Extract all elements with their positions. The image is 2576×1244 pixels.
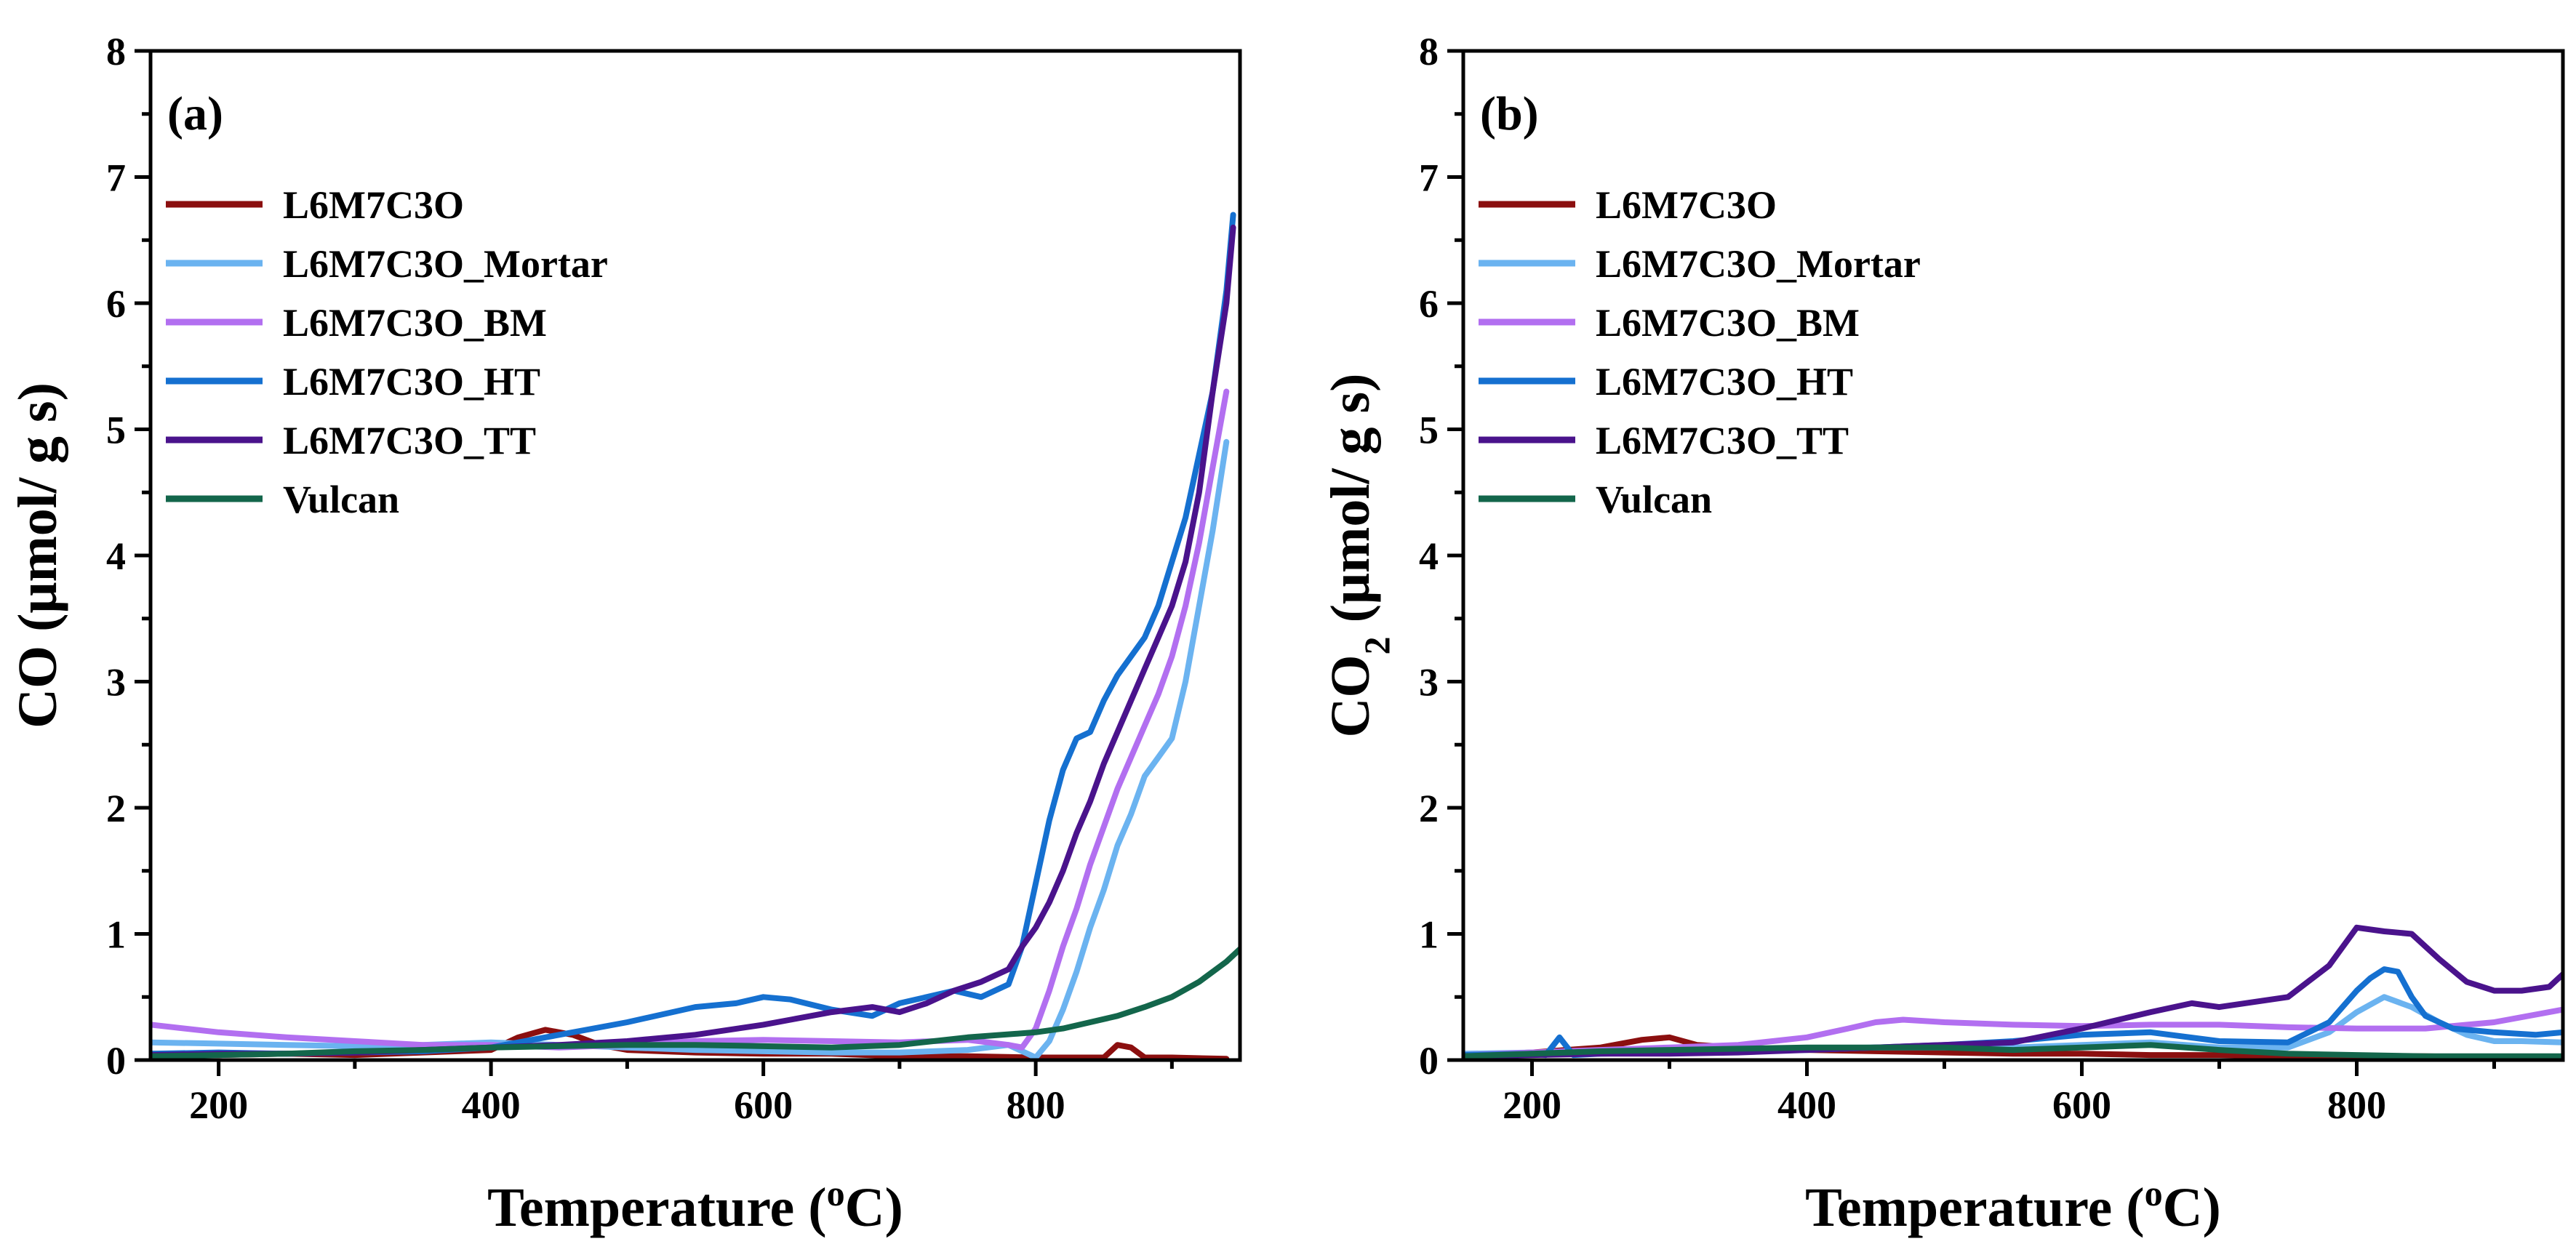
y-tick-label: 7 bbox=[1419, 156, 1439, 200]
x-tick-label: 600 bbox=[2052, 1083, 2111, 1127]
y-tick-label: 4 bbox=[1419, 534, 1439, 578]
y-tick-label: 0 bbox=[1419, 1039, 1439, 1083]
x-tick-label: 800 bbox=[1007, 1083, 1065, 1127]
y-tick-label: 6 bbox=[106, 282, 126, 326]
legend-label: L6M7C3O_Mortar bbox=[283, 242, 608, 286]
y-tick-label: 3 bbox=[1419, 661, 1439, 705]
legend-label: Vulcan bbox=[283, 478, 399, 521]
x-tick-label: 200 bbox=[1503, 1083, 1561, 1127]
legend-label: L6M7C3O bbox=[1596, 183, 1777, 227]
y-tick-label: 1 bbox=[106, 913, 126, 957]
y-tick-label: 2 bbox=[1419, 787, 1439, 830]
legend-label: L6M7C3O bbox=[283, 183, 464, 227]
legend-label: L6M7C3O_TT bbox=[283, 419, 536, 462]
series-line-3 bbox=[151, 388, 1230, 1051]
legend-label: Vulcan bbox=[1596, 478, 1712, 521]
x-tick-label: 800 bbox=[2327, 1083, 2386, 1127]
y-tick-label: 8 bbox=[1419, 30, 1439, 73]
legend-label: L6M7C3O_BM bbox=[1596, 301, 1860, 345]
y-axis-title: CO (μmol/ g s) bbox=[7, 382, 68, 729]
x-tick-label: 400 bbox=[1777, 1083, 1836, 1127]
panel-a: 0 1 2 3 4 5 6 7 8 200 400 600 800 Temperature (oC) CO … bbox=[7, 30, 1242, 1238]
series-line-4 bbox=[151, 212, 1236, 1057]
panel-b: 0 1 2 3 4 5 6 7 8 200 400 600 800 Temperature (oC) CO2… bbox=[1320, 30, 2565, 1238]
y-tick-label: 8 bbox=[106, 30, 126, 73]
y-tick-label: 5 bbox=[106, 409, 126, 452]
x-tick-label: 200 bbox=[189, 1083, 248, 1127]
panel-label: (a) bbox=[167, 87, 223, 140]
series-line-6 bbox=[151, 946, 1240, 1059]
y-tick-label: 6 bbox=[1419, 282, 1439, 326]
y-tick-label: 0 bbox=[106, 1039, 126, 1083]
y-tick-label: 2 bbox=[106, 787, 126, 830]
legend-label: L6M7C3O_BM bbox=[283, 301, 547, 345]
panel-label: (b) bbox=[1480, 87, 1539, 140]
series-line-5 bbox=[1463, 924, 2563, 1059]
x-axis-title: Temperature (oC) bbox=[1805, 1173, 2221, 1238]
y-tick-label: 5 bbox=[1419, 409, 1439, 452]
y-tick-label: 7 bbox=[106, 156, 126, 200]
x-tick-label: 600 bbox=[734, 1083, 793, 1127]
legend: L6M7C3O L6M7C3O_Mortar L6M7C3O_BM L6M7C3O_H… bbox=[1479, 183, 1921, 521]
y-axis-title: CO2 (μmol/ g s) bbox=[1320, 374, 1397, 738]
x-tick-label: 400 bbox=[462, 1083, 521, 1127]
x-axis-title: Temperature (oC) bbox=[487, 1173, 903, 1238]
legend-label: L6M7C3O_HT bbox=[1596, 360, 1853, 404]
series-group bbox=[1463, 924, 2563, 1060]
legend-label: L6M7C3O_HT bbox=[283, 360, 540, 404]
legend: L6M7C3O L6M7C3O_Mortar L6M7C3O_BM L6M7C3O_H… bbox=[166, 183, 608, 521]
y-tick-label: 1 bbox=[1419, 913, 1439, 957]
series-line-2 bbox=[151, 438, 1230, 1060]
y-tick-label: 3 bbox=[106, 661, 126, 705]
legend-label: L6M7C3O_TT bbox=[1596, 419, 1849, 462]
series-line-6 bbox=[1463, 1042, 2563, 1059]
legend-label: L6M7C3O_Mortar bbox=[1596, 242, 1921, 286]
y-tick-label: 4 bbox=[106, 534, 126, 578]
series-group bbox=[151, 212, 1240, 1060]
